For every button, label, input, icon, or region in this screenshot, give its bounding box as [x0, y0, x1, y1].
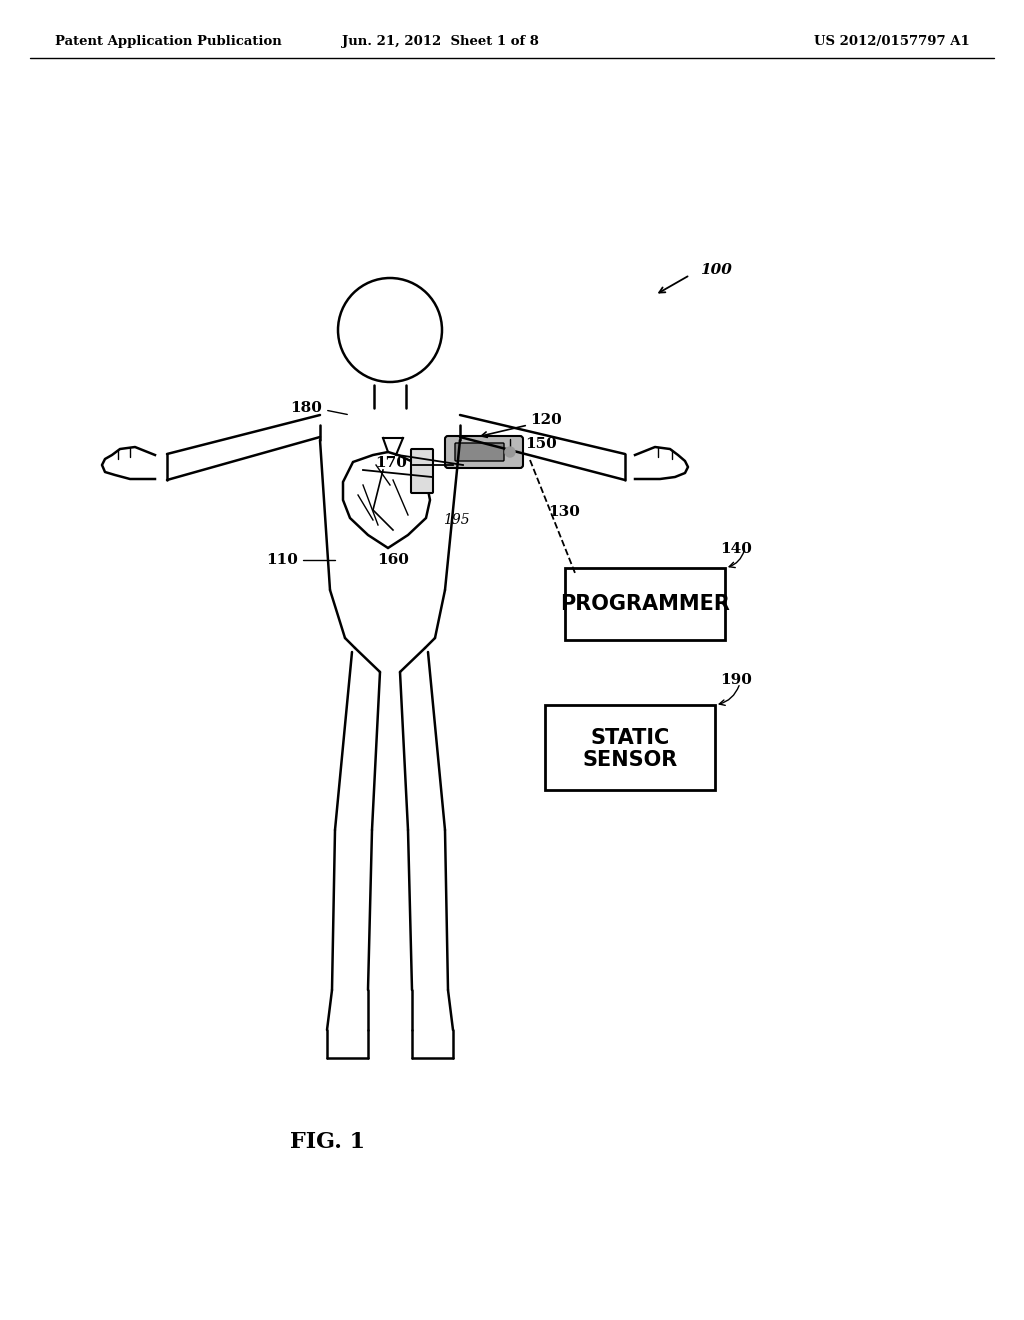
Text: 160: 160	[377, 553, 409, 568]
Text: 150: 150	[525, 437, 557, 451]
Text: PROGRAMMER: PROGRAMMER	[560, 594, 730, 614]
Text: US 2012/0157797 A1: US 2012/0157797 A1	[814, 36, 970, 49]
Text: FIG. 1: FIG. 1	[291, 1131, 366, 1152]
Text: 110: 110	[266, 553, 298, 568]
Circle shape	[505, 447, 515, 457]
FancyBboxPatch shape	[455, 444, 504, 461]
Text: 170: 170	[375, 455, 407, 470]
Text: 130: 130	[548, 506, 580, 519]
Bar	[545, 705, 715, 789]
Bar	[565, 568, 725, 640]
Text: 140: 140	[720, 543, 752, 556]
Text: SENSOR: SENSOR	[583, 750, 678, 770]
Text: 180: 180	[290, 401, 322, 414]
Text: 100: 100	[700, 263, 732, 277]
Text: 190: 190	[720, 673, 752, 686]
FancyBboxPatch shape	[411, 449, 433, 492]
Text: 120: 120	[530, 413, 562, 426]
FancyBboxPatch shape	[445, 436, 523, 469]
Text: Patent Application Publication: Patent Application Publication	[55, 36, 282, 49]
Text: Jun. 21, 2012  Sheet 1 of 8: Jun. 21, 2012 Sheet 1 of 8	[342, 36, 539, 49]
Text: STATIC: STATIC	[591, 727, 670, 747]
Text: 195: 195	[443, 513, 470, 527]
